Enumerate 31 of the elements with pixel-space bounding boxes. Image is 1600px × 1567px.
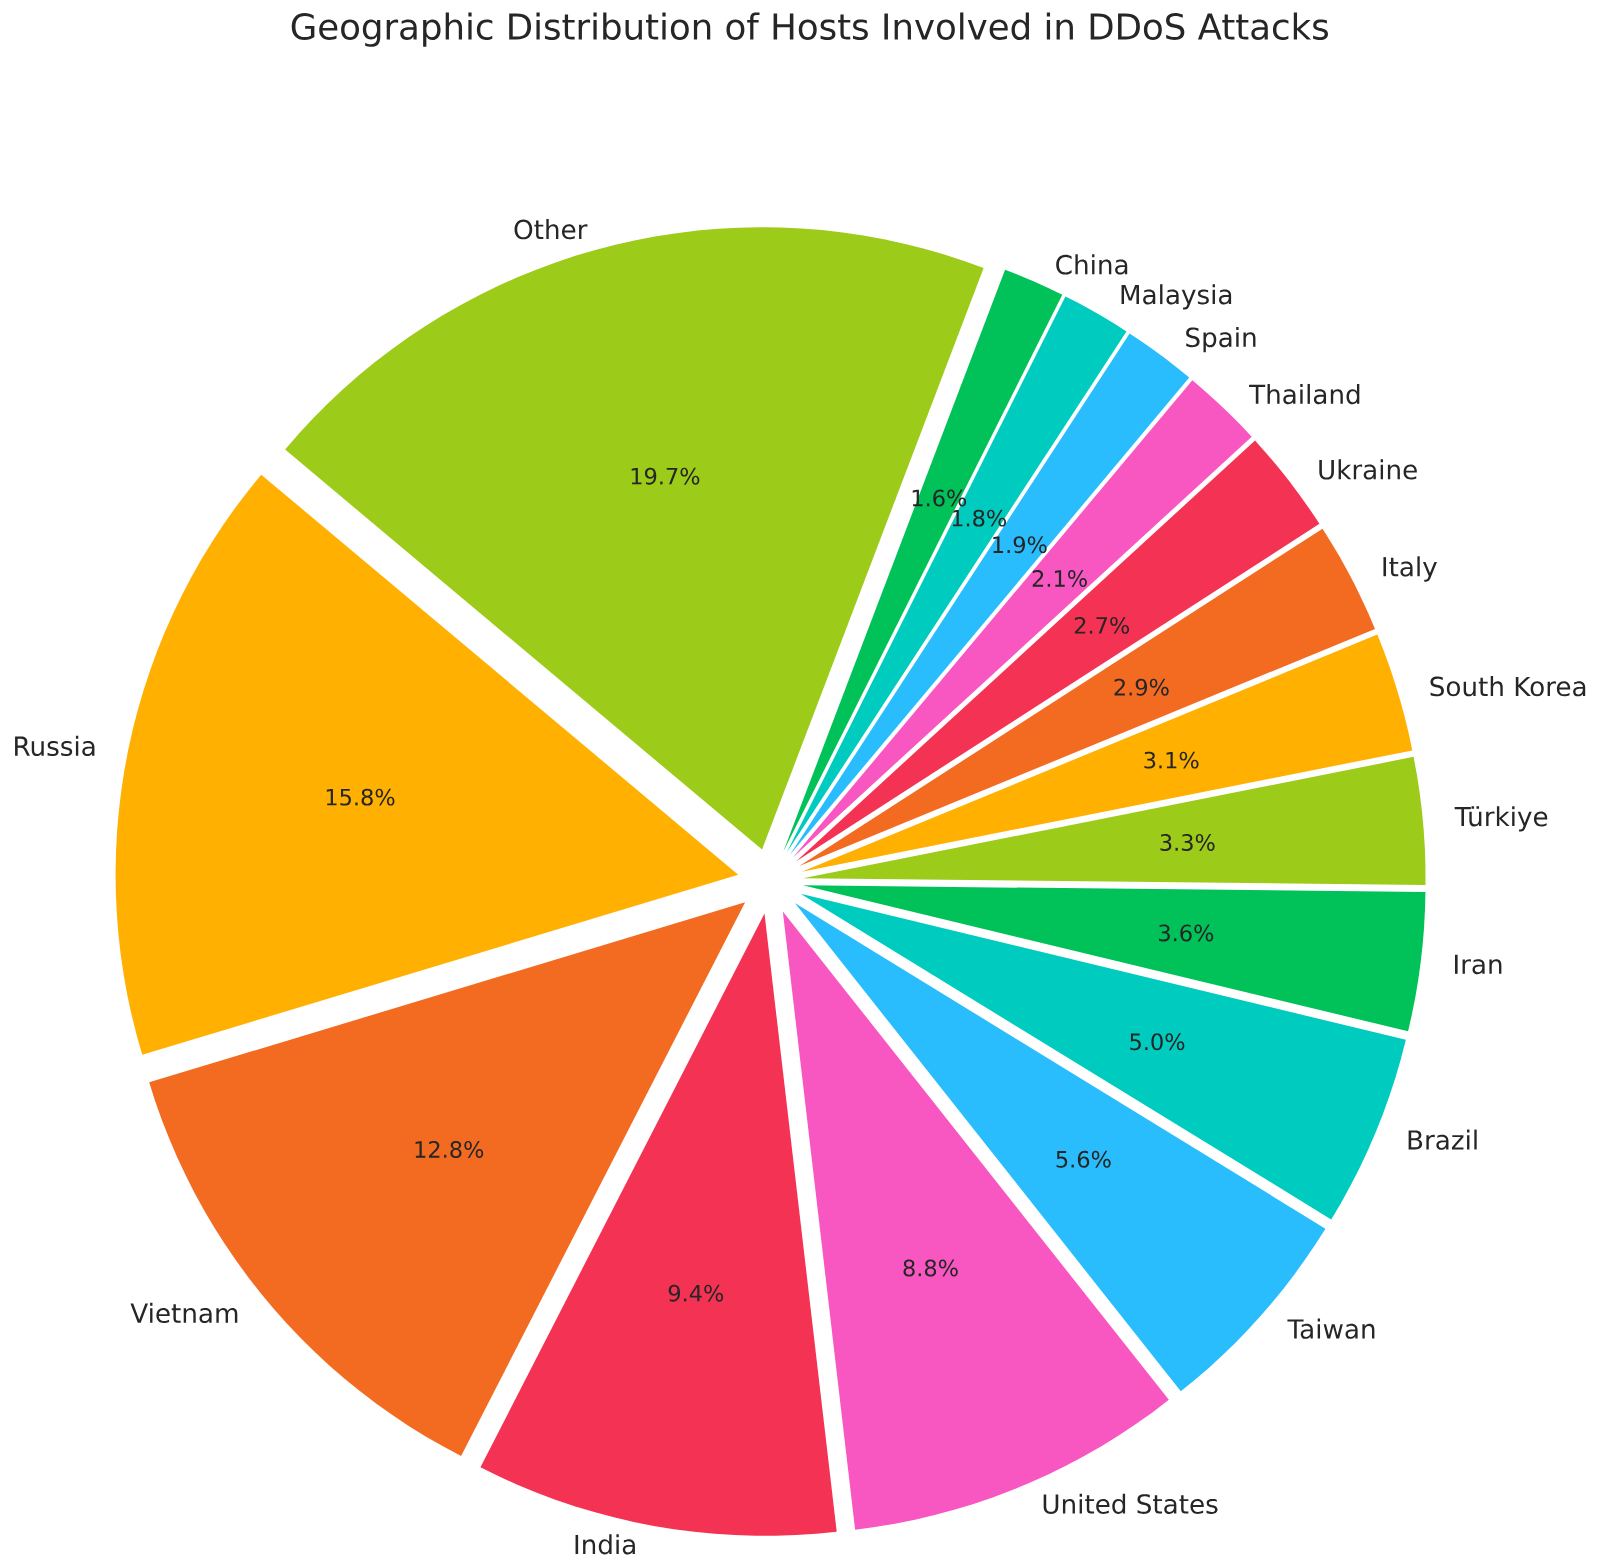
slice-label: Malaysia bbox=[1121, 284, 1232, 310]
data-label: 5.6% bbox=[1056, 1150, 1111, 1168]
data-label: 19.7% bbox=[631, 467, 700, 485]
slice-label: India bbox=[575, 1534, 635, 1555]
slice-label: Spain bbox=[1186, 327, 1256, 353]
slice-label: United States bbox=[1043, 1493, 1218, 1514]
data-label: 9.4% bbox=[668, 1284, 724, 1302]
slice-label: Iran bbox=[1455, 954, 1502, 975]
slice-label: Brazil bbox=[1408, 1129, 1477, 1150]
slice-label: Ukraine bbox=[1319, 459, 1417, 480]
slice-label: South Korea bbox=[1430, 676, 1586, 697]
data-label: 2.9% bbox=[1114, 678, 1169, 696]
slice-label: Taiwan bbox=[1287, 1318, 1375, 1339]
data-label: 3.3% bbox=[1160, 834, 1215, 851]
slice-label: Russia bbox=[15, 735, 95, 757]
slice-label: Türkiye bbox=[1454, 806, 1548, 832]
data-label: 1.9% bbox=[993, 536, 1047, 554]
data-label: 3.6% bbox=[1159, 924, 1214, 942]
slice-label: Other bbox=[514, 219, 588, 240]
slice-label: Vietnam bbox=[130, 1302, 238, 1324]
data-label: 2.7% bbox=[1074, 616, 1130, 634]
slice-label: Italy bbox=[1383, 556, 1437, 582]
data-label: 2.1% bbox=[1032, 570, 1087, 588]
chart-title: Geographic Distribution of Hosts Involved in DDoS Attacks bbox=[291, 12, 1328, 47]
data-label: 5.0% bbox=[1130, 1033, 1185, 1051]
data-label: 8.8% bbox=[903, 1259, 958, 1277]
data-label: 12.8% bbox=[415, 1141, 484, 1158]
data-label: 3.1% bbox=[1144, 751, 1199, 769]
data-label: 15.8% bbox=[326, 788, 395, 806]
slice-label: China bbox=[1056, 254, 1128, 275]
slice-label: Thailand bbox=[1249, 384, 1360, 405]
